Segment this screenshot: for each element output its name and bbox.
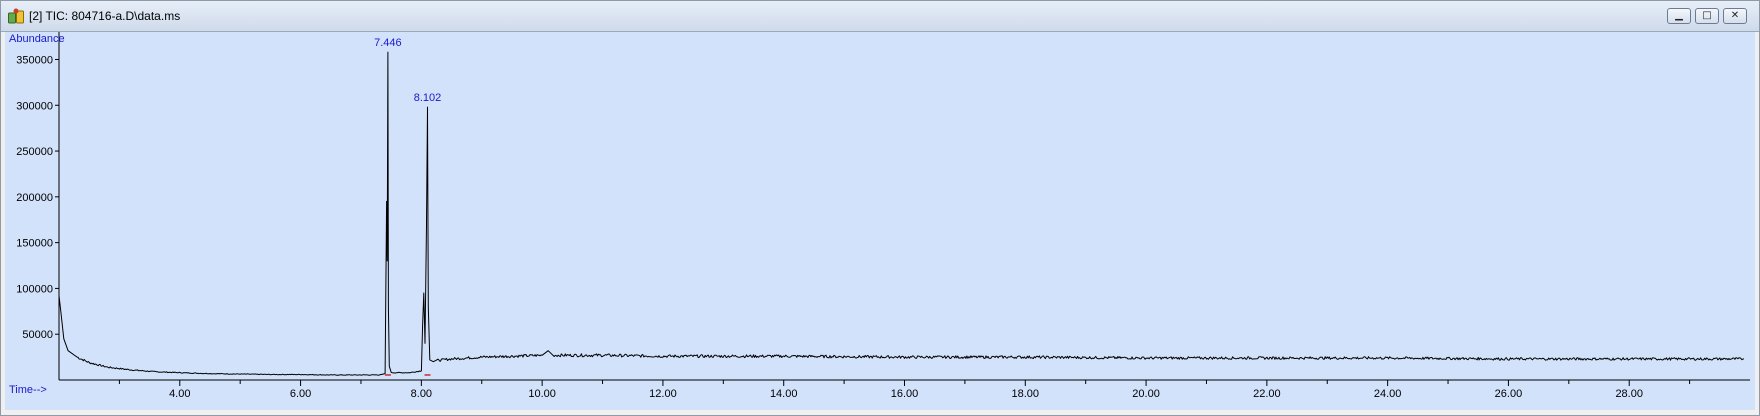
- x-tick-label: 20.00: [1132, 388, 1160, 400]
- y-tick-label: 100000: [16, 283, 53, 295]
- x-tick-label: 8.00: [411, 388, 432, 400]
- minimize-button[interactable]: ▁: [1667, 8, 1691, 24]
- x-tick-label: 6.00: [290, 388, 311, 400]
- x-tick-label: 16.00: [891, 388, 919, 400]
- x-tick-label: 14.00: [770, 388, 798, 400]
- x-tick-label: 26.00: [1495, 388, 1523, 400]
- x-tick-label: 4.00: [169, 388, 190, 400]
- x-tick-label: 24.00: [1374, 388, 1402, 400]
- x-tick-label: 18.00: [1012, 388, 1040, 400]
- y-tick-label: 50000: [22, 329, 53, 341]
- maximize-icon: □: [1702, 10, 1712, 21]
- y-tick-label: 300000: [16, 100, 53, 112]
- minimize-icon: ▁: [1675, 10, 1683, 21]
- x-tick-label: 22.00: [1253, 388, 1281, 400]
- y-tick-label: 200000: [16, 192, 53, 204]
- y-tick-label: 150000: [16, 238, 53, 250]
- x-axis-label: Time-->: [9, 384, 47, 396]
- x-tick-label: 12.00: [649, 388, 677, 400]
- y-tick-label: 250000: [16, 146, 53, 158]
- maximize-button[interactable]: □: [1695, 8, 1719, 24]
- peak-label[interactable]: 7.446: [374, 37, 402, 49]
- chromatogram-plot-area[interactable]: 50000 100000 150000 200000 250000 300000 35000…: [5, 32, 1755, 410]
- peak-label[interactable]: 8.102: [414, 92, 442, 104]
- tic-trace: [58, 51, 1745, 376]
- tic-chart[interactable]: 50000 100000 150000 200000 250000 300000 35000…: [5, 32, 1755, 410]
- chromatogram-app-icon: [8, 8, 24, 24]
- x-tick-label: 10.00: [528, 388, 556, 400]
- window-title: [2] TIC: 804716-a.D\data.ms: [29, 9, 181, 23]
- close-button[interactable]: ✕: [1723, 8, 1747, 24]
- title-bar[interactable]: [2] TIC: 804716-a.D\data.ms ▁ □ ✕: [1, 1, 1759, 32]
- close-icon: ✕: [1730, 10, 1740, 21]
- y-axis-label: Abundance: [9, 33, 65, 45]
- y-tick-label: 350000: [16, 54, 53, 66]
- plot-background: [5, 32, 1755, 410]
- x-tick-label: 28.00: [1615, 388, 1643, 400]
